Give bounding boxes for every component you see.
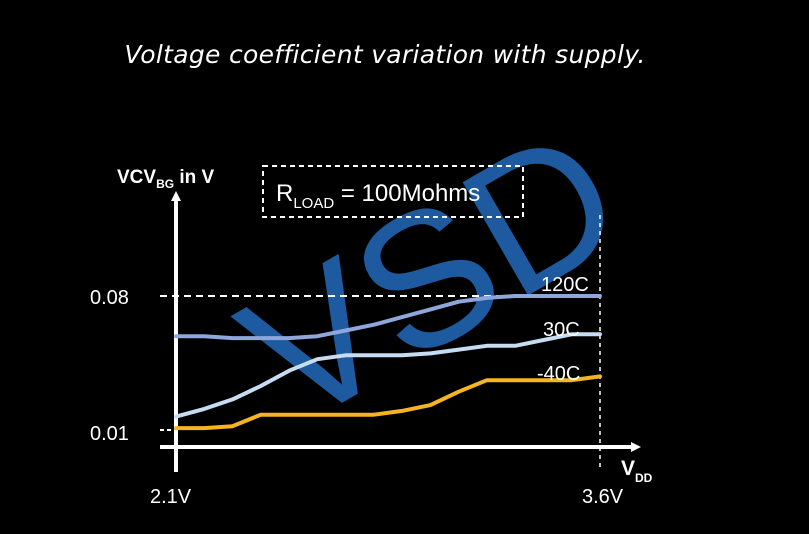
slide-title: Voltage coefficient variation with suppl… (124, 40, 646, 69)
y-tick-label-0.01: 0.01 (90, 423, 129, 445)
series-label-30C: 30C (543, 319, 580, 341)
series-group: 120C 30C -40C (174, 274, 602, 431)
series-label-120C: 120C (541, 274, 589, 296)
series-line-30C (174, 332, 602, 419)
y-axis-label: VCVBG in V (117, 167, 215, 191)
x-tick-label-3.6V: 3.6V (582, 486, 624, 508)
y-tick-label-0.08: 0.08 (90, 287, 129, 309)
x-tick-label-2.1V: 2.1V (150, 486, 192, 508)
series-line-120C (174, 294, 602, 341)
series-line--40C (174, 374, 602, 431)
x-axis-label: VDD (621, 457, 653, 485)
annotation-text: RLOAD = 100Mohms (276, 180, 480, 212)
series-label--40C: -40C (537, 363, 580, 385)
annotation-box (262, 165, 524, 218)
